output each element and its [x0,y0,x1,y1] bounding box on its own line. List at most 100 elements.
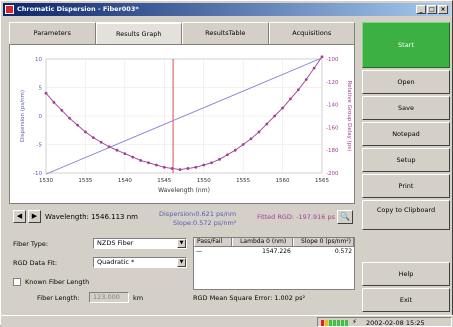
fitted-rgd-readout: Fitted RGD: -197.916 ps [257,213,335,221]
fiber-length-input[interactable]: 123.000 [89,292,129,303]
data-point [91,136,95,140]
battery-icon [345,320,348,326]
x-tick-label: 1555 [236,178,250,184]
clock: 2002-02-08 15:25 [366,319,425,327]
col-pass-fail: Pass/Fail [194,238,232,246]
data-point [186,167,190,170]
data-point [296,88,300,92]
tab-acquisitions[interactable]: Acquisitions [268,22,355,44]
battery-icon [321,320,324,326]
dispersion-label: Dispersion: [159,210,196,218]
next-point-button[interactable]: ▶ [28,210,41,223]
prev-point-button[interactable]: ◀ [13,210,26,223]
x-tick-label: 1550 [197,178,211,184]
x-tick-label: 1545 [157,178,171,184]
plug-icon: ⚡ [352,318,357,326]
data-point [265,122,269,126]
slope-label: Slope: [173,219,194,227]
known-length-checkbox[interactable] [13,278,21,286]
x-tick-label: 1530 [39,178,53,184]
print-button[interactable]: Print [362,174,450,198]
maximize-button[interactable]: □ [427,5,437,14]
tab-results-graph[interactable]: Results Graph [95,22,182,44]
fiber-type-select[interactable]: NZDS Fiber ▼ [93,238,187,249]
rgd-error-readout: RGD Mean Square Error: 1.002 ps² [193,294,306,302]
y-right-tick-label: -140 [326,103,339,109]
data-point [218,157,221,161]
y-left-axis-label: Dispersion (ps/nm) [20,90,26,142]
slope-value: 0.572 ps/nm² [193,219,237,227]
zoom-button[interactable]: 🔍 [337,210,353,224]
data-point [115,148,119,152]
rgd-fit-label: RGD Data Fit: [13,259,58,267]
battery-icon [329,320,332,326]
data-point [123,152,127,156]
data-point [131,155,135,159]
magnifier-icon: 🔍 [340,212,350,221]
data-point [107,145,111,149]
series-line-1 [45,56,323,171]
fiber-length-label: Fiber Length: [37,294,80,302]
copy-to-clipboard-button[interactable]: Copy to Clipboard [362,200,450,230]
rgd-fit-select[interactable]: Quadratic * ▼ [93,257,187,268]
y-right-axis-label: Relative Group Delay (ps) [346,81,352,152]
dropdown-arrow-icon: ▼ [177,258,186,267]
start-button[interactable]: Start [362,22,450,68]
data-point [44,91,48,95]
battery-icon [341,320,344,326]
data-point [76,123,79,127]
data-point [139,159,143,162]
notepad-button[interactable]: Notepad [362,122,450,146]
close-button[interactable]: × [438,5,448,14]
open-button[interactable]: Open [362,70,450,94]
data-point [202,163,206,167]
y-left-tick-label: 5 [39,86,43,92]
tab-parameters[interactable]: Parameters [9,22,96,44]
x-tick-label: 1540 [118,178,132,184]
fiber-type-label: Fiber Type: [13,240,49,248]
dispersion-value: -0.621 ps/nm [193,210,237,218]
data-point [52,100,56,104]
data-point [194,165,198,169]
exit-button[interactable]: Exit [362,288,450,312]
data-point [162,165,166,169]
title-bar: Chromatic Dispersion - Fiber003* _ □ × [3,3,450,16]
chart-svg: 1530 1535 1540 1545 1550 1555 1560 1565 10 5 0 -5 -1… [20,55,352,194]
x-tick-label: 1560 [276,178,290,184]
data-point [170,167,174,170]
x-tick-label: 1565 [315,178,329,184]
data-point [68,116,72,120]
tab-bar: Parameters Results Graph ResultsTable Ac… [9,22,355,44]
status-bar: ⚡ 2002-02-08 15:25 [1,315,453,327]
minimize-button[interactable]: _ [416,5,426,14]
y-left-tick-label: 0 [39,114,43,120]
app-icon [5,5,14,14]
table-row[interactable]: — 1547.226 0.572 [194,247,354,256]
table-header: Pass/Fail Lambda 0 (nm) Slope 0 (ps/nm²) [194,238,355,247]
data-point [233,148,237,152]
tab-results-table[interactable]: ResultsTable [182,22,269,44]
save-button[interactable]: Save [362,96,450,120]
data-point [147,161,150,165]
setup-button[interactable]: Setup [362,148,450,172]
data-point [210,161,214,165]
data-point [225,153,229,157]
data-point [84,130,87,134]
y-left-tick-label: -10 [33,171,42,177]
known-length-label: Known Fiber Length [25,278,90,286]
results-graph[interactable]: 1530 1535 1540 1545 1550 1555 1560 1565 10 5 0 -5 -1… [9,44,355,204]
fiber-length-unit: km [133,294,144,302]
cell-slope0: 0.572 [334,248,353,255]
y-left-tick-label: -5 [37,143,43,149]
data-point [249,137,253,141]
battery-icon [337,320,340,326]
data-point [273,114,277,118]
data-point [312,66,316,70]
data-point [241,143,245,146]
battery-icon [325,320,328,326]
fiber-type-value: NZDS Fiber [97,239,134,247]
help-button[interactable]: Help [362,262,450,286]
x-axis-label: Wavelength (nm) [158,187,210,194]
col-lambda0: Lambda 0 (nm) [231,238,293,246]
